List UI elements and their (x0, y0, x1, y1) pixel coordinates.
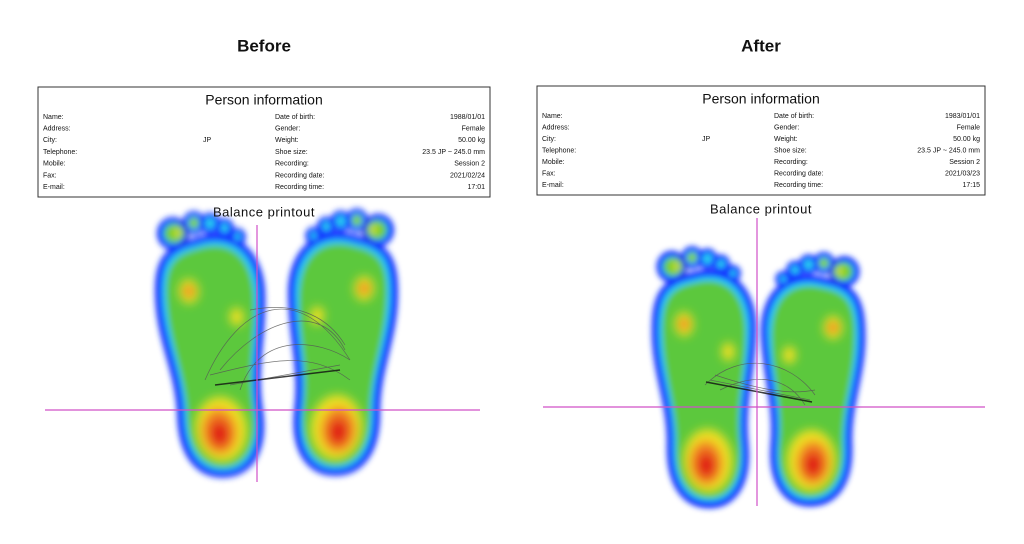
field-value: 2021/02/24 (450, 172, 485, 179)
field-label: Recording time: (275, 184, 324, 191)
field-label: Telephone: (43, 149, 77, 156)
field-label: Gender: (275, 126, 300, 133)
field-label: Address: (542, 124, 570, 131)
field-value: 1983/01/01 (945, 113, 980, 120)
field-label: E-mail: (542, 182, 564, 189)
feet-map (543, 218, 985, 508)
panel-title: After (741, 36, 781, 55)
panel-title: Before (237, 36, 291, 55)
field-label: Recording date: (275, 172, 324, 179)
field-label: Mobile: (43, 161, 66, 168)
field-value: Female (462, 126, 485, 133)
field-value: JP (702, 136, 711, 143)
field-label: Recording: (275, 161, 309, 168)
field-value: Female (957, 124, 980, 131)
field-label: Fax: (43, 172, 57, 179)
field-value: 17:01 (467, 184, 485, 191)
field-label: Fax: (542, 171, 556, 178)
panel: Before Person information Name: Address: Cit… (37, 36, 491, 482)
field-value: JP (203, 137, 212, 144)
field-value: 50.00 kg (458, 137, 485, 144)
sway-trace (204, 307, 351, 391)
field-label: Shoe size: (275, 149, 308, 156)
right-foot (758, 252, 865, 505)
info-table (37, 86, 491, 198)
feet-map (45, 207, 480, 482)
panel: After Person information Name: Address: City… (536, 36, 986, 508)
field-value: 23.5 JP ~ 245.0 mm (917, 147, 980, 154)
field-value: 23.5 JP ~ 245.0 mm (422, 149, 485, 156)
field-label: Name: (542, 113, 563, 120)
field-label: Name: (43, 114, 64, 121)
field-label: Recording: (774, 159, 808, 166)
printout-title: Balance printout (213, 204, 315, 219)
field-label: Shoe size: (774, 147, 807, 154)
field-label: Gender: (774, 124, 799, 131)
field-label: Mobile: (542, 159, 565, 166)
left-foot (150, 207, 280, 479)
field-value: Session 2 (454, 161, 485, 168)
field-value: Session 2 (949, 159, 980, 166)
field-label: Telephone: (542, 147, 576, 154)
field-label: City: (542, 136, 556, 143)
sway-trace (704, 362, 816, 406)
field-label: Address: (43, 126, 71, 133)
field-value: 1988/01/01 (450, 114, 485, 121)
field-value: 17:15 (962, 182, 980, 189)
field-label: Recording time: (774, 182, 823, 189)
printout-title: Balance printout (710, 201, 812, 216)
field-label: Weight: (774, 136, 798, 143)
field-value: 2021/03/23 (945, 171, 980, 178)
left-foot (651, 245, 762, 507)
field-label: Recording date: (774, 171, 823, 178)
field-value: 50.00 kg (953, 136, 980, 143)
field-label: Weight: (275, 137, 299, 144)
field-label: Date of birth: (774, 113, 814, 120)
table-title: Person information (205, 92, 323, 108)
table-title: Person information (702, 91, 820, 107)
field-label: Date of birth: (275, 114, 315, 121)
field-label: City: (43, 137, 57, 144)
info-table (536, 85, 986, 196)
field-label: E-mail: (43, 184, 65, 191)
